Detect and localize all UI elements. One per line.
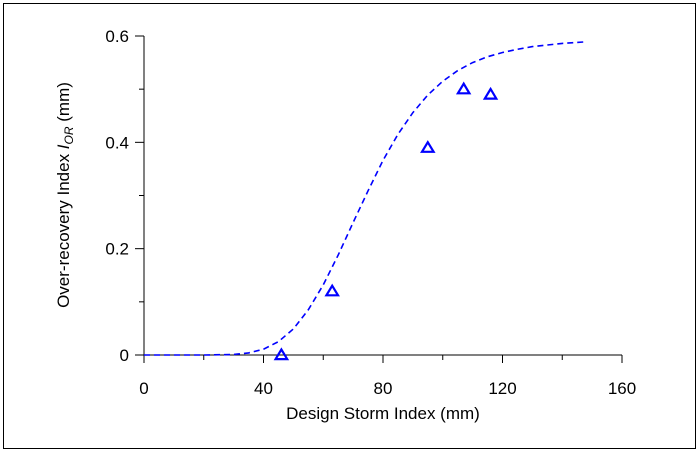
data-point [420, 140, 436, 153]
y-axis-label-unit: (mm) [54, 82, 73, 126]
y-axis-label: Over-recovery Index IOR (mm) [54, 82, 76, 308]
data-point [324, 283, 340, 297]
x-tick-label: 160 [608, 379, 636, 398]
x-tick-label: 40 [254, 379, 273, 398]
fit-curve-line [144, 41, 587, 356]
x-tick-label: 120 [488, 379, 516, 398]
x-axis-label: Design Storm Index (mm) [286, 404, 480, 423]
data-point [455, 81, 472, 95]
y-tick-label: 0 [120, 346, 129, 365]
figure-border [3, 3, 696, 449]
y-axis-label-subscript: OR [62, 126, 76, 144]
x-tick-label: 0 [139, 379, 148, 398]
y-axis-ticks: 0 0.2 0.4 0.6 [105, 27, 144, 365]
fit-curve-layer [144, 41, 587, 356]
y-tick-label: 0.2 [105, 240, 129, 259]
plot-area: 0 40 80 120 160 0 0.2 0.4 0.6 [105, 27, 636, 398]
x-axis-ticks: 0 40 80 120 160 [139, 355, 636, 398]
y-tick-label: 0.6 [105, 27, 129, 46]
y-axis-label-main: Over-recovery Index [54, 149, 73, 308]
marker-layer [273, 81, 499, 361]
data-point [482, 86, 499, 100]
x-tick-label: 80 [374, 379, 393, 398]
y-tick-label: 0.4 [105, 133, 129, 152]
y-axis-label-symbol: I [54, 144, 73, 149]
data-point [273, 347, 290, 361]
